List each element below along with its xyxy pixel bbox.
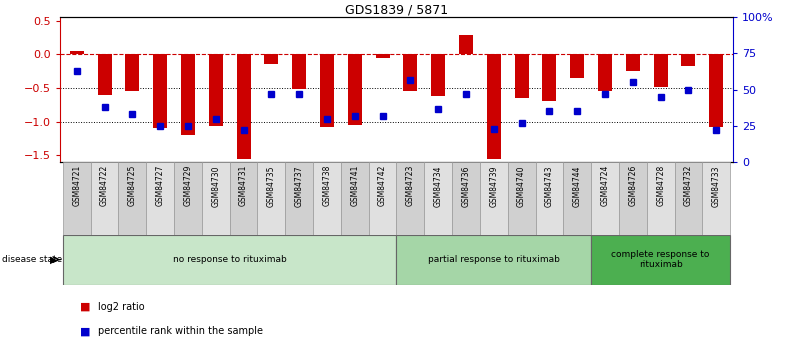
Text: GSM84734: GSM84734 (433, 165, 443, 207)
Text: ▶: ▶ (50, 255, 58, 265)
Text: GSM84723: GSM84723 (406, 165, 415, 206)
Bar (91, 162, 119, 235)
Bar (202, 162, 230, 235)
Text: GSM84733: GSM84733 (712, 165, 721, 207)
Text: GSM84736: GSM84736 (461, 165, 470, 207)
Bar (396, 235, 591, 285)
Bar (515, 54, 529, 98)
Bar (98, 54, 111, 95)
Bar (174, 162, 202, 235)
Title: GDS1839 / 5871: GDS1839 / 5871 (345, 3, 448, 16)
Text: GSM84739: GSM84739 (489, 165, 498, 207)
Bar (508, 162, 536, 235)
Bar (487, 54, 501, 159)
Text: GSM84721: GSM84721 (72, 165, 81, 206)
Bar (404, 54, 417, 91)
Text: GSM84740: GSM84740 (517, 165, 526, 207)
Bar (70, 51, 84, 54)
Text: partial response to rituximab: partial response to rituximab (428, 255, 560, 264)
Bar (376, 54, 389, 58)
Bar (431, 54, 445, 96)
Bar (591, 235, 731, 285)
Bar (209, 54, 223, 126)
Bar (368, 162, 396, 235)
Text: log2 ratio: log2 ratio (98, 302, 144, 312)
Text: GSM84722: GSM84722 (100, 165, 109, 206)
Text: GSM84744: GSM84744 (573, 165, 582, 207)
Text: GSM84725: GSM84725 (128, 165, 137, 206)
Bar (285, 162, 313, 235)
Bar (313, 162, 341, 235)
Text: GSM84724: GSM84724 (601, 165, 610, 206)
Text: complete response to
rituximab: complete response to rituximab (611, 250, 710, 269)
Text: GSM84731: GSM84731 (239, 165, 248, 206)
Bar (459, 36, 473, 54)
Bar (536, 162, 563, 235)
Bar (542, 54, 557, 101)
Text: percentile rank within the sample: percentile rank within the sample (98, 326, 263, 336)
Text: ■: ■ (80, 302, 91, 312)
Bar (702, 162, 731, 235)
Bar (348, 54, 362, 125)
Bar (236, 54, 251, 159)
Text: GSM84738: GSM84738 (323, 165, 332, 206)
Bar (181, 54, 195, 135)
Bar (396, 162, 425, 235)
Bar (119, 162, 147, 235)
Bar (598, 54, 612, 91)
Bar (126, 54, 139, 91)
Bar (654, 54, 667, 87)
Text: GSM84737: GSM84737 (295, 165, 304, 207)
Bar (626, 54, 640, 71)
Bar (292, 54, 306, 89)
Text: GSM84743: GSM84743 (545, 165, 554, 207)
Bar (563, 162, 591, 235)
Bar (682, 54, 695, 67)
Bar (570, 54, 584, 78)
Bar (480, 162, 508, 235)
Bar (153, 54, 167, 128)
Bar (646, 162, 674, 235)
Bar (320, 54, 334, 127)
Text: GSM84732: GSM84732 (684, 165, 693, 206)
Bar (230, 162, 257, 235)
Bar (147, 162, 174, 235)
Text: GSM84727: GSM84727 (155, 165, 165, 206)
Bar (674, 162, 702, 235)
Text: disease state: disease state (2, 255, 62, 264)
Bar (264, 54, 278, 65)
Text: no response to rituximab: no response to rituximab (173, 255, 287, 264)
Text: GSM84742: GSM84742 (378, 165, 387, 206)
Bar (62, 162, 91, 235)
Text: GSM84728: GSM84728 (656, 165, 665, 206)
Text: GSM84735: GSM84735 (267, 165, 276, 207)
Bar (257, 162, 285, 235)
Bar (425, 162, 452, 235)
Bar (591, 162, 619, 235)
Bar (452, 162, 480, 235)
Text: GSM84741: GSM84741 (350, 165, 360, 206)
Bar (62, 235, 396, 285)
Text: GSM84729: GSM84729 (183, 165, 192, 206)
Bar (709, 54, 723, 127)
Bar (619, 162, 646, 235)
Text: ■: ■ (80, 326, 91, 336)
Bar (341, 162, 368, 235)
Text: GSM84730: GSM84730 (211, 165, 220, 207)
Text: GSM84726: GSM84726 (628, 165, 638, 206)
